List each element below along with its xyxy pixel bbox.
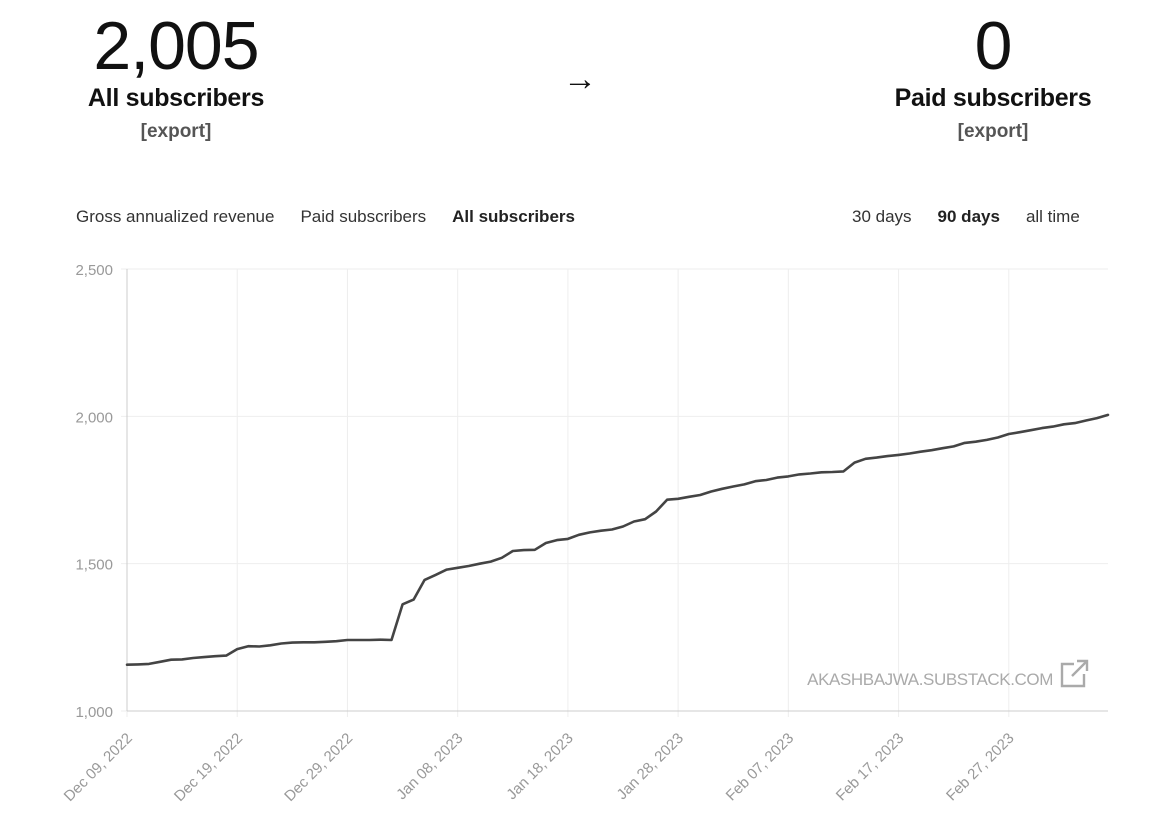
y-tick-label: 2,500 xyxy=(75,262,113,279)
x-tick-label: Feb 07, 2023 xyxy=(723,730,798,805)
external-link-icon[interactable] xyxy=(1060,659,1089,688)
x-axis: Dec 09, 2022 Dec 19, 2022 Dec 29, 2022 Jan … xyxy=(61,710,1108,805)
paid-subscribers-count: 0 xyxy=(974,8,1013,84)
x-tick-label: Jan 08, 2023 xyxy=(393,730,466,803)
tab-90-days[interactable]: 90 days xyxy=(937,207,1000,226)
export-all-subscribers-link[interactable]: [export] xyxy=(140,121,212,142)
chart-series xyxy=(125,413,1110,667)
x-tick-label: Jan 18, 2023 xyxy=(503,730,576,803)
export-paid-subscribers-link[interactable]: [export] xyxy=(957,121,1029,142)
watermark[interactable]: AKASHBAJWA.SUBSTACK.COM xyxy=(807,659,1089,689)
y-tick-label: 1,000 xyxy=(75,704,113,721)
tab-all-subscribers[interactable]: All subscribers xyxy=(452,207,575,226)
tab-30-days[interactable]: 30 days xyxy=(852,207,912,226)
x-tick-label: Feb 17, 2023 xyxy=(833,730,908,805)
all-subscribers-label: All subscribers xyxy=(87,84,265,112)
y-axis: 1,000 1,500 2,000 2,500 xyxy=(75,262,128,721)
chart-grid xyxy=(121,268,1108,717)
y-tick-label: 2,000 xyxy=(75,409,113,426)
paid-subscribers-label: Paid subscribers xyxy=(894,84,1092,112)
tab-all-time[interactable]: all time xyxy=(1025,207,1080,226)
x-tick-label: Dec 29, 2022 xyxy=(281,730,356,805)
metric-tabs: Gross annualized revenue Paid subscribers… xyxy=(76,207,601,227)
all-subscribers-count: 2,005 xyxy=(93,8,259,84)
tab-paid-subscribers[interactable]: Paid subscribers xyxy=(300,207,427,226)
tab-gross-annualized-revenue[interactable]: Gross annualized revenue xyxy=(76,207,275,226)
arrow-right-icon: → xyxy=(563,60,597,98)
x-tick-label: Dec 19, 2022 xyxy=(171,730,246,805)
range-tabs: 30 days 90 days all time xyxy=(852,207,1106,227)
x-tick-label: Jan 28, 2023 xyxy=(614,730,687,803)
y-tick-label: 1,500 xyxy=(75,557,113,574)
x-tick-label: Feb 27, 2023 xyxy=(943,730,1018,805)
x-tick-label: Dec 09, 2022 xyxy=(61,730,136,805)
all-subscribers-stat: 2,005 All subscribers [export] xyxy=(36,8,316,143)
series-line-all-subscribers xyxy=(125,413,1110,667)
watermark-text[interactable]: AKASHBAJWA.SUBSTACK.COM xyxy=(807,670,1053,689)
paid-subscribers-stat: 0 Paid subscribers [export] xyxy=(853,8,1133,143)
